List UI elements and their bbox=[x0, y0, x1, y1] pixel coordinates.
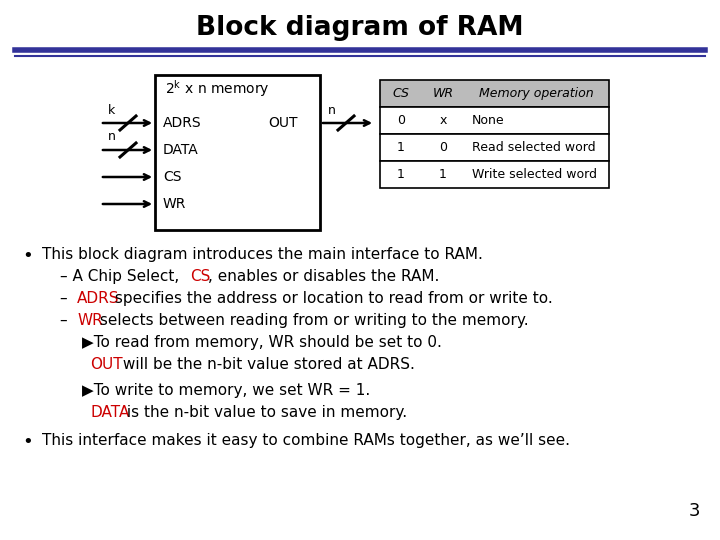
Text: 0: 0 bbox=[439, 141, 447, 154]
Text: n: n bbox=[108, 131, 116, 144]
Text: 3: 3 bbox=[688, 502, 700, 520]
Text: CS: CS bbox=[163, 170, 181, 184]
Text: – A Chip Select,: – A Chip Select, bbox=[60, 269, 184, 284]
Text: None: None bbox=[472, 114, 505, 127]
Text: k: k bbox=[108, 104, 115, 117]
Text: 1: 1 bbox=[397, 141, 405, 154]
Text: WR: WR bbox=[163, 197, 186, 211]
Text: Write selected word: Write selected word bbox=[472, 168, 597, 181]
Bar bbox=[380, 107, 609, 134]
Text: 1: 1 bbox=[439, 168, 447, 181]
Bar bbox=[380, 134, 609, 161]
Text: DATA: DATA bbox=[163, 143, 199, 157]
Text: specifies the address or location to read from or write to.: specifies the address or location to rea… bbox=[110, 291, 553, 306]
Text: This interface makes it easy to combine RAMs together, as we’ll see.: This interface makes it easy to combine … bbox=[42, 433, 570, 448]
Text: will be the n-bit value stored at ADRS.: will be the n-bit value stored at ADRS. bbox=[118, 357, 415, 372]
Text: Read selected word: Read selected word bbox=[472, 141, 595, 154]
Text: ▶To write to memory, we set WR = 1.: ▶To write to memory, we set WR = 1. bbox=[82, 383, 370, 398]
Text: WR: WR bbox=[77, 313, 103, 328]
Text: ADRS: ADRS bbox=[163, 116, 202, 130]
Text: selects between reading from or writing to the memory.: selects between reading from or writing … bbox=[95, 313, 528, 328]
Text: CS: CS bbox=[190, 269, 210, 284]
Text: •: • bbox=[22, 247, 32, 265]
Text: ▶To read from memory, WR should be set to 0.: ▶To read from memory, WR should be set t… bbox=[82, 335, 442, 350]
Text: Memory operation: Memory operation bbox=[480, 87, 594, 100]
Bar bbox=[380, 80, 609, 107]
Text: •: • bbox=[22, 433, 32, 451]
Text: , enables or disables the RAM.: , enables or disables the RAM. bbox=[208, 269, 439, 284]
Text: OUT: OUT bbox=[90, 357, 122, 372]
Text: CS: CS bbox=[392, 87, 410, 100]
Text: is the n-bit value to save in memory.: is the n-bit value to save in memory. bbox=[122, 405, 407, 420]
Text: 0: 0 bbox=[397, 114, 405, 127]
Text: –: – bbox=[60, 291, 73, 306]
Bar bbox=[380, 161, 609, 188]
Text: x: x bbox=[439, 114, 446, 127]
Text: WR: WR bbox=[433, 87, 454, 100]
Text: Block diagram of RAM: Block diagram of RAM bbox=[197, 15, 523, 41]
Bar bbox=[155, 75, 320, 230]
Text: OUT: OUT bbox=[268, 116, 297, 130]
Text: 1: 1 bbox=[397, 168, 405, 181]
Text: DATA: DATA bbox=[90, 405, 130, 420]
Text: This block diagram introduces the main interface to RAM.: This block diagram introduces the main i… bbox=[42, 247, 483, 262]
Text: –: – bbox=[60, 313, 73, 328]
Text: n: n bbox=[328, 104, 336, 117]
Text: ADRS: ADRS bbox=[77, 291, 120, 306]
Text: $\mathregular{2^k}$ x n memory: $\mathregular{2^k}$ x n memory bbox=[165, 78, 270, 99]
